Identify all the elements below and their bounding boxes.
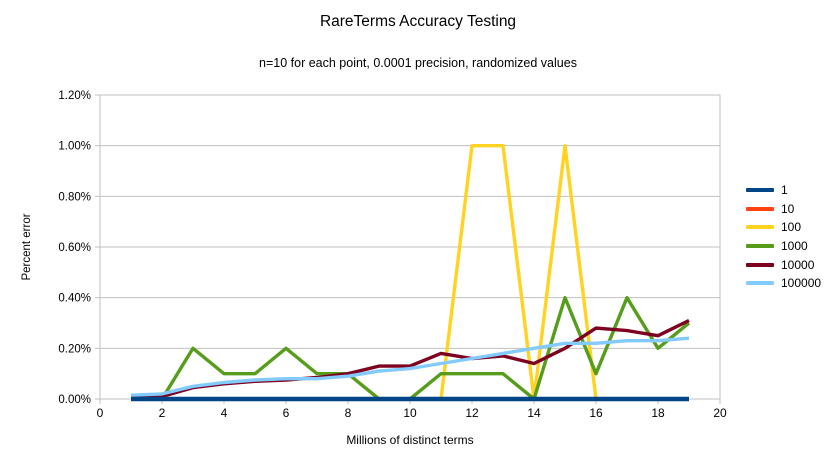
- legend-swatch: [746, 188, 774, 193]
- legend-swatch: [746, 225, 774, 230]
- x-axis-title: Millions of distinct terms: [346, 433, 474, 447]
- legend-label: 100000: [781, 276, 822, 291]
- legend-label: 10000: [781, 257, 815, 272]
- x-tick-label: 20: [713, 406, 727, 420]
- chart-title: RareTerms Accuracy Testing: [319, 13, 517, 30]
- x-tick-label: 6: [283, 406, 290, 420]
- y-tick-label: 0.60%: [58, 242, 91, 254]
- legend-swatch: [746, 262, 774, 267]
- legend-swatch: [746, 244, 774, 249]
- x-tick-label: 12: [465, 406, 479, 420]
- legend-item-100000: 100000: [746, 274, 821, 293]
- legend-label: 1: [781, 183, 788, 198]
- legend-item-100: 100: [746, 218, 821, 237]
- legend: 1 10 100 1000 10000 100000: [746, 181, 821, 293]
- y-tick-label: 0.40%: [58, 293, 91, 305]
- x-tick-label: 4: [221, 406, 228, 420]
- x-tick-label: 14: [527, 406, 541, 420]
- x-tick-label: 0: [97, 406, 104, 420]
- legend-item-1: 1: [746, 181, 821, 200]
- y-tick-label: 1.20%: [58, 90, 91, 102]
- x-tick-label: 18: [651, 406, 665, 420]
- x-tick-label: 8: [345, 406, 352, 420]
- y-tick-label: 0.20%: [58, 343, 91, 355]
- y-tick-label: 1.00%: [58, 141, 91, 153]
- legend-label: 10: [781, 201, 795, 216]
- series-line-100000: [130, 336, 690, 397]
- legend-swatch: [746, 281, 774, 286]
- x-tick-label: 2: [159, 406, 166, 420]
- x-tick-label: 10: [403, 406, 417, 420]
- legend-label: 1000: [781, 239, 808, 254]
- y-tick-label: 0.80%: [58, 191, 91, 203]
- chart-subtitle: n=10 for each point, 0.0001 precision, r…: [259, 56, 577, 70]
- legend-item-10000: 10000: [746, 255, 821, 274]
- x-tick-label: 16: [589, 406, 603, 420]
- legend-swatch: [746, 206, 774, 211]
- series-line-100: [131, 143, 689, 401]
- legend-item-1000: 1000: [746, 237, 821, 256]
- legend-label: 100: [781, 220, 802, 235]
- legend-item-10: 10: [746, 200, 821, 219]
- y-tick-label: 0.00%: [58, 394, 91, 406]
